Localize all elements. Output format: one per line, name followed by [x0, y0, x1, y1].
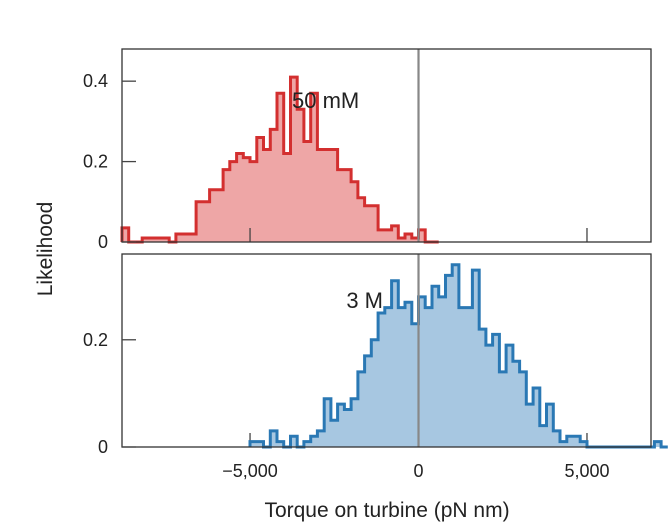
- plot-frame: [121, 253, 652, 448]
- x-tick-label: 5,000: [564, 461, 609, 481]
- y-axis-title: Likelihood: [34, 202, 57, 297]
- y-tick-label: 0: [98, 232, 108, 252]
- y-tick-label: 0.4: [83, 71, 108, 91]
- bottom-panel: 0 0.2 3 M: [83, 253, 668, 457]
- x-axis-title: Torque on turbine (pN nm): [264, 499, 509, 522]
- histogram-outline: [248, 263, 668, 449]
- panel-label: 50 mM: [292, 88, 359, 113]
- x-tick-label: −5,000: [222, 461, 278, 481]
- y-tick-label: 0: [98, 437, 108, 457]
- y-tick-label: 0.2: [83, 330, 108, 350]
- plot-frame: [121, 48, 652, 243]
- histogram-fill: [250, 264, 668, 447]
- x-tick-label: 0: [414, 461, 424, 481]
- panel-label: 3 M: [346, 288, 383, 313]
- histogram-fill: [122, 77, 439, 242]
- y-tick-label: 0.2: [83, 152, 108, 172]
- histogram-outline: [120, 75, 439, 244]
- top-panel: 0 0.2 0.4 50 mM: [83, 48, 652, 252]
- x-tick-labels: −5,000 0 5,000: [222, 461, 609, 481]
